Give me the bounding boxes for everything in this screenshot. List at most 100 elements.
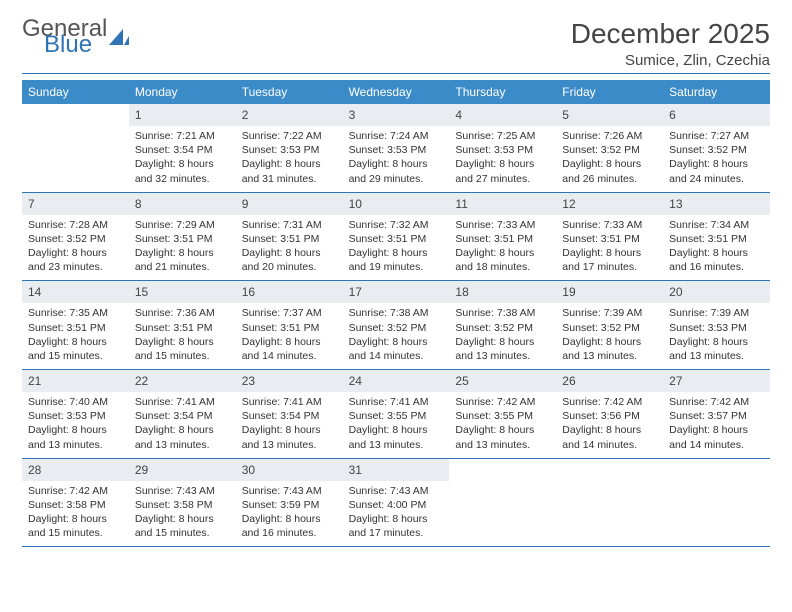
daylight-text: and 19 minutes. [349,260,444,274]
day-cell: 1Sunrise: 7:21 AMSunset: 3:54 PMDaylight… [129,104,236,192]
daylight-text: and 17 minutes. [349,526,444,540]
day-number: 2 [242,108,249,122]
day-number-row: 18 [449,281,556,303]
day-cell: 29Sunrise: 7:43 AMSunset: 3:58 PMDayligh… [129,459,236,547]
sunrise-text: Sunrise: 7:33 AM [562,218,657,232]
sunset-text: Sunset: 3:51 PM [349,232,444,246]
daylight-text: Daylight: 8 hours [242,246,337,260]
day-number-row: 26 [556,370,663,392]
sunrise-text: Sunrise: 7:41 AM [349,395,444,409]
daylight-text: and 27 minutes. [455,172,550,186]
sunset-text: Sunset: 3:55 PM [349,409,444,423]
day-cell: 8Sunrise: 7:29 AMSunset: 3:51 PMDaylight… [129,193,236,281]
calendar-week: 28Sunrise: 7:42 AMSunset: 3:58 PMDayligh… [22,459,770,548]
sunset-text: Sunset: 3:53 PM [28,409,123,423]
day-cell: 26Sunrise: 7:42 AMSunset: 3:56 PMDayligh… [556,370,663,458]
day-number: 29 [135,463,148,477]
sunset-text: Sunset: 3:52 PM [349,321,444,335]
daylight-text: Daylight: 8 hours [455,246,550,260]
day-number-row: 2 [236,104,343,126]
sunrise-text: Sunrise: 7:32 AM [349,218,444,232]
day-number-row: 10 [343,193,450,215]
day-cell: 15Sunrise: 7:36 AMSunset: 3:51 PMDayligh… [129,281,236,369]
daylight-text: Daylight: 8 hours [135,335,230,349]
daylight-text: and 13 minutes. [669,349,764,363]
day-number-row: 8 [129,193,236,215]
day-cell: 20Sunrise: 7:39 AMSunset: 3:53 PMDayligh… [663,281,770,369]
calendar-header-row: SundayMondayTuesdayWednesdayThursdayFrid… [22,80,770,104]
day-number-row: 6 [663,104,770,126]
day-number-row: 25 [449,370,556,392]
daylight-text: and 15 minutes. [135,349,230,363]
day-header: Friday [556,80,663,104]
day-number-row: 15 [129,281,236,303]
sunrise-text: Sunrise: 7:25 AM [455,129,550,143]
sunrise-text: Sunrise: 7:24 AM [349,129,444,143]
daylight-text: Daylight: 8 hours [349,423,444,437]
day-cell [449,459,556,547]
sunrise-text: Sunrise: 7:37 AM [242,306,337,320]
day-number: 30 [242,463,255,477]
title-block: December 2025 Sumice, Zlin, Czechia [571,18,770,69]
daylight-text: Daylight: 8 hours [28,246,123,260]
sunrise-text: Sunrise: 7:42 AM [669,395,764,409]
daylight-text: Daylight: 8 hours [455,423,550,437]
day-cell: 7Sunrise: 7:28 AMSunset: 3:52 PMDaylight… [22,193,129,281]
day-number-row: 22 [129,370,236,392]
day-number: 16 [242,285,255,299]
day-cell: 10 Sunrise: 7:32 AMSunset: 3:51 PMDayligh… [343,193,450,281]
sunset-text: Sunset: 3:53 PM [242,143,337,157]
daylight-text: Daylight: 8 hours [455,157,550,171]
daylight-text: Daylight: 8 hours [349,246,444,260]
sunrise-text: Sunrise: 7:27 AM [669,129,764,143]
day-number: 18 [455,285,468,299]
calendar-week: 14 Sunrise: 7:35 AMSunset: 3:51 PM Dayligh… [22,281,770,370]
day-number-row: 4 [449,104,556,126]
calendar-body: 1Sunrise: 7:21 AMSunset: 3:54 PMDaylight… [22,104,770,547]
sunset-text: Sunset: 3:52 PM [28,232,123,246]
day-number-row: 13 [663,193,770,215]
day-cell [22,104,129,192]
day-number-row: 11 [449,193,556,215]
day-cell: 16Sunrise: 7:37 AMSunset: 3:51 PMDayligh… [236,281,343,369]
sunrise-text: Sunrise: 7:34 AM [669,218,764,232]
day-number-row: 28 [22,459,129,481]
day-number-row: 27 [663,370,770,392]
day-cell: 5Sunrise: 7:26 AMSunset: 3:52 PMDaylight… [556,104,663,192]
sunset-text: Sunset: 3:51 PM [135,232,230,246]
day-cell: 24 Sunrise: 7:41 AMSunset: 3:55 PMDayligh… [343,370,450,458]
day-header: Monday [129,80,236,104]
daylight-text: Daylight: 8 hours [242,335,337,349]
daylight-text: Daylight: 8 hours [455,335,550,349]
day-header: Thursday [449,80,556,104]
daylight-text: Daylight: 8 hours [669,423,764,437]
daylight-text: Daylight: 8 hours [135,246,230,260]
calendar-grid: SundayMondayTuesdayWednesdayThursdayFrid… [22,80,770,547]
daylight-text: Daylight: 8 hours [135,423,230,437]
sunset-text: Sunset: 3:51 PM [28,321,123,335]
day-number: 14 [28,285,41,299]
sunset-text: Sunset: 3:51 PM [562,232,657,246]
sail-icon [109,27,129,47]
daylight-text: Daylight: 8 hours [242,157,337,171]
sunrise-text: Sunrise: 7:42 AM [455,395,550,409]
calendar-week: 21Sunrise: 7:40 AMSunset: 3:53 PMDayligh… [22,370,770,459]
day-cell: 11Sunrise: 7:33 AMSunset: 3:51 PMDayligh… [449,193,556,281]
daylight-text: Daylight: 8 hours [28,423,123,437]
daylight-text: and 14 minutes. [242,349,337,363]
day-number: 7 [28,197,35,211]
day-number: 1 [135,108,142,122]
sunrise-text: Sunrise: 7:35 AM [28,306,123,320]
sunset-text: Sunset: 3:58 PM [28,498,123,512]
sunrise-text: Sunrise: 7:38 AM [349,306,444,320]
day-number: 28 [28,463,41,477]
daylight-text: and 13 minutes. [562,349,657,363]
day-number: 12 [562,197,575,211]
daylight-text: Daylight: 8 hours [669,246,764,260]
sunrise-text: Sunrise: 7:21 AM [135,129,230,143]
daylight-text: Daylight: 8 hours [242,512,337,526]
day-number-row: 21 [22,370,129,392]
day-number-row: 24 [343,370,450,392]
day-number: 15 [135,285,148,299]
sunrise-text: Sunrise: 7:26 AM [562,129,657,143]
